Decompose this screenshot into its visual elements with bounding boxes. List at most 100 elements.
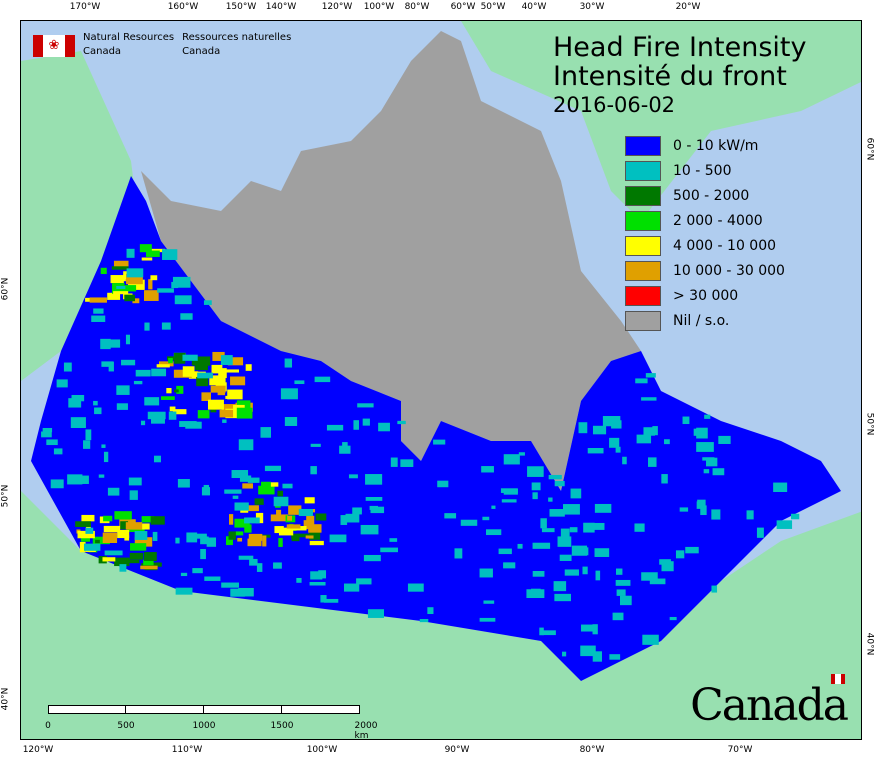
- top-tick-label: 80°W: [404, 2, 430, 12]
- intensity-patch: [636, 434, 652, 444]
- intensity-patch: [700, 505, 707, 516]
- intensity-patch: [298, 508, 313, 517]
- bottom-tick-label: 100°W: [306, 745, 338, 755]
- intensity-patch: [348, 474, 358, 479]
- intensity-patch: [244, 524, 252, 533]
- intensity-patch: [548, 474, 562, 480]
- intensity-patch: [162, 249, 178, 260]
- intensity-patch: [85, 532, 94, 538]
- intensity-patch: [278, 527, 294, 536]
- intensity-patch: [554, 593, 571, 602]
- intensity-patch: [101, 444, 106, 448]
- intensity-patch: [100, 267, 107, 275]
- intensity-patch: [91, 315, 106, 322]
- intensity-patch: [718, 435, 731, 444]
- legend-label: 10 000 - 30 000: [673, 262, 785, 279]
- left-tick-label: 60°N: [0, 277, 11, 301]
- top-tick-label: 120°W: [321, 2, 353, 12]
- intensity-patch: [711, 585, 718, 593]
- intensity-patch: [645, 373, 656, 378]
- intensity-patch: [117, 529, 130, 539]
- intensity-patch: [367, 609, 385, 618]
- intensity-patch: [664, 439, 670, 445]
- intensity-patch: [132, 298, 140, 304]
- top-tick-label: 60°W: [450, 2, 476, 12]
- intensity-patch: [562, 651, 567, 657]
- legend-label: 500 - 2000: [673, 187, 750, 204]
- map-title: Head Fire Intensity Intensité du front 2…: [553, 33, 806, 119]
- intensity-patch: [356, 578, 372, 585]
- legend-label: 10 - 500: [673, 162, 732, 179]
- intensity-patch: [112, 277, 126, 282]
- usa: [21, 491, 861, 739]
- intensity-patch: [85, 527, 94, 534]
- intensity-patch: [203, 300, 212, 305]
- top-tick-label: 140°W: [265, 2, 297, 12]
- intensity-patch: [526, 589, 545, 599]
- scale-label: 1500: [270, 721, 294, 731]
- legend-label: 0 - 10 kW/m: [673, 137, 759, 154]
- intensity-patch: [342, 442, 348, 447]
- intensity-patch: [174, 295, 192, 305]
- intensity-patch: [583, 522, 595, 533]
- map-canvas: [21, 21, 861, 739]
- intensity-patch: [284, 417, 298, 426]
- intensity-patch: [230, 588, 245, 597]
- intensity-patch: [102, 557, 116, 562]
- intensity-patch: [148, 248, 166, 253]
- intensity-patch: [220, 355, 233, 365]
- intensity-patch: [121, 285, 137, 292]
- intensity-patch: [580, 645, 596, 657]
- legend-label: 4 000 - 10 000: [673, 237, 777, 254]
- intensity-patch: [284, 358, 293, 368]
- intensity-patch: [231, 470, 249, 479]
- intensity-patch: [527, 466, 544, 477]
- intensity-patch: [63, 362, 72, 372]
- intensity-patch: [160, 396, 175, 400]
- intensity-patch: [53, 448, 63, 455]
- intensity-patch: [308, 524, 322, 533]
- intensity-patch: [703, 469, 710, 474]
- intensity-patch: [93, 308, 104, 314]
- intensity-patch: [226, 536, 233, 546]
- intensity-patch: [427, 607, 434, 615]
- intensity-patch: [174, 389, 179, 393]
- intensity-patch: [41, 431, 52, 438]
- intensity-patch: [685, 546, 699, 554]
- intensity-patch: [70, 417, 86, 428]
- intensity-patch: [140, 420, 146, 426]
- bottom-tick-label: 120°W: [22, 745, 54, 755]
- intensity-patch: [532, 570, 545, 577]
- intensity-patch: [156, 364, 170, 368]
- intensity-patch: [144, 290, 159, 301]
- intensity-patch: [139, 523, 150, 530]
- intensity-patch: [204, 576, 221, 581]
- intensity-patch: [679, 507, 689, 512]
- intensity-patch: [437, 480, 449, 488]
- alaska: [21, 51, 136, 381]
- intensity-patch: [479, 617, 496, 622]
- intensity-patch: [592, 425, 607, 435]
- intensity-patch: [201, 392, 211, 402]
- right-tick-label: 50°N: [864, 412, 875, 436]
- intensity-patch: [310, 466, 317, 475]
- intensity-patch: [541, 528, 555, 533]
- intensity-patch: [669, 616, 677, 621]
- intensity-patch: [171, 281, 179, 289]
- scale-label: 0: [45, 721, 51, 731]
- intensity-patch: [71, 394, 85, 402]
- top-tick-label: 40°W: [521, 2, 547, 12]
- intensity-patch: [648, 457, 657, 467]
- intensity-patch: [238, 439, 254, 451]
- intensity-patch: [200, 548, 206, 560]
- intensity-patch: [264, 465, 282, 472]
- scale-label: 2000 km: [354, 721, 378, 740]
- intensity-patch: [176, 385, 184, 394]
- intensity-patch: [150, 275, 158, 281]
- intensity-patch: [641, 572, 658, 581]
- intensity-patch: [83, 543, 101, 551]
- intensity-patch: [234, 531, 244, 536]
- intensity-patch: [659, 559, 671, 565]
- legend-item: 10 000 - 30 000: [625, 258, 785, 283]
